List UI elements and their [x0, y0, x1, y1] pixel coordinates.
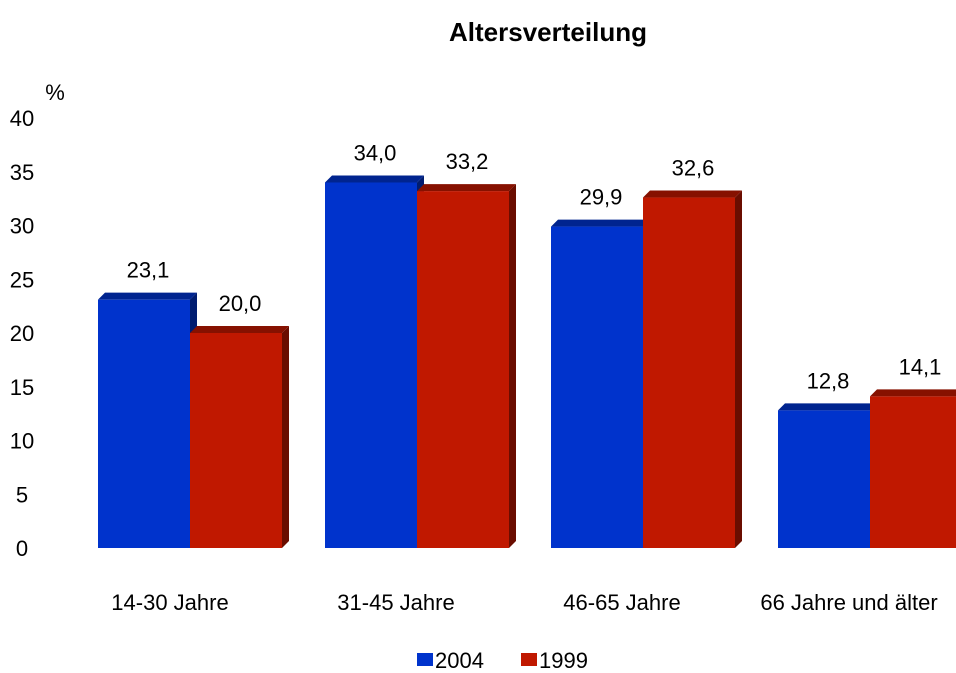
data-label: 23,1 — [127, 258, 170, 283]
bar-front — [778, 410, 870, 548]
category-label: 14-30 Jahre — [111, 590, 228, 615]
bar-front — [643, 197, 735, 549]
bar-top — [551, 219, 650, 227]
y-tick-label: 40 — [10, 106, 34, 131]
bar-top — [778, 403, 877, 411]
bar-2004-2 — [551, 219, 650, 548]
bar-2004-0 — [98, 292, 197, 548]
legend-swatch-1999 — [521, 653, 537, 666]
y-tick-label: 15 — [10, 375, 34, 400]
data-label: 20,0 — [219, 291, 262, 316]
y-tick-label: 25 — [10, 267, 34, 292]
chart-title: Altersverteilung — [449, 17, 647, 47]
data-label: 32,6 — [672, 156, 715, 181]
bar-top — [643, 190, 742, 198]
y-tick-label: 5 — [16, 482, 28, 507]
bar-front — [417, 191, 509, 548]
bar-1999-3 — [870, 389, 956, 548]
data-label: 33,2 — [446, 149, 489, 174]
bars: 23,1 20,0 34,0 33,2 29,9 32,6 12,8 14,1 — [98, 141, 956, 549]
bar-2004-1 — [325, 175, 424, 548]
bar-side — [509, 184, 516, 548]
y-tick-label: 10 — [10, 429, 34, 454]
bar-front — [870, 396, 956, 548]
y-tick-label: 30 — [10, 214, 34, 239]
bar-front — [325, 182, 417, 548]
bar-1999-1 — [417, 184, 516, 548]
bar-2004-3 — [778, 403, 877, 548]
y-tick-label: 20 — [10, 321, 34, 346]
bar-top — [325, 175, 424, 183]
data-label: 29,9 — [580, 185, 623, 210]
data-label: 14,1 — [899, 354, 942, 379]
data-label: 34,0 — [354, 141, 397, 166]
y-tick-label: 0 — [16, 536, 28, 561]
legend-label-1999: 1999 — [539, 648, 588, 673]
bar-front — [190, 333, 282, 548]
bar-front — [98, 299, 190, 548]
category-label: 66 Jahre und älter — [760, 590, 937, 615]
bar-top — [98, 292, 197, 300]
bar-front — [551, 226, 643, 548]
bar-1999-2 — [643, 190, 742, 549]
legend-swatch-2004 — [417, 653, 433, 666]
y-axis-ticks: 0 5 10 15 20 25 30 35 40 — [10, 106, 34, 561]
bar-side — [735, 190, 742, 549]
legend: 2004 1999 — [417, 648, 588, 673]
bar-top — [870, 389, 956, 397]
bar-top — [417, 184, 516, 192]
y-tick-label: 35 — [10, 160, 34, 185]
data-label: 12,8 — [807, 368, 850, 393]
category-label: 31-45 Jahre — [337, 590, 454, 615]
category-labels: 14-30 Jahre 31-45 Jahre 46-65 Jahre 66 Jahr… — [111, 590, 937, 615]
bar-1999-0 — [190, 326, 289, 548]
y-axis-unit-label: % — [45, 80, 65, 105]
bar-side — [282, 326, 289, 548]
bar-top — [190, 326, 289, 333]
legend-label-2004: 2004 — [435, 648, 484, 673]
category-label: 46-65 Jahre — [563, 590, 680, 615]
